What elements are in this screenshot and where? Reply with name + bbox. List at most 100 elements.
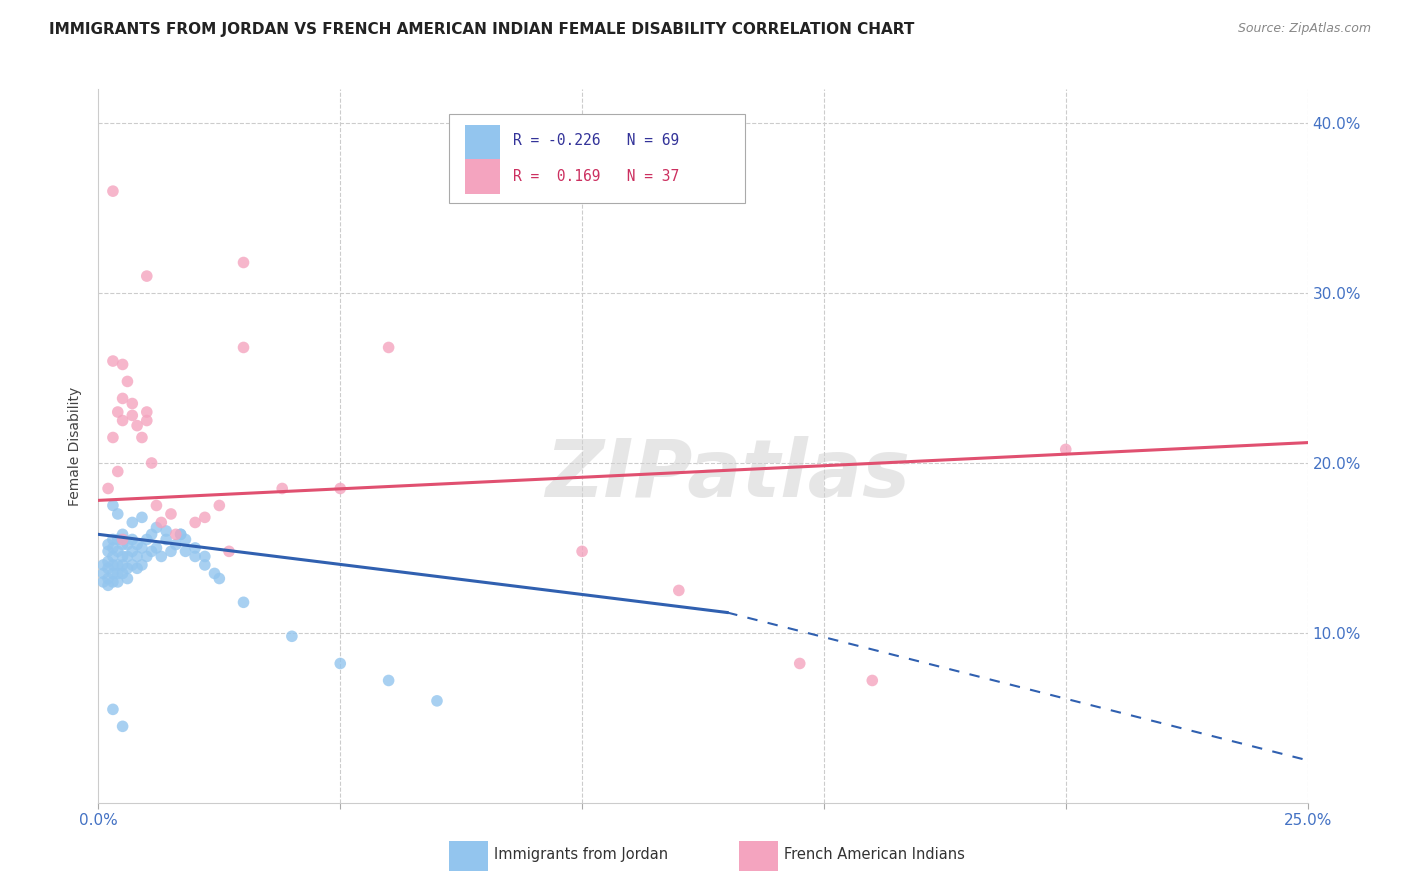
Point: [131, 430, 153, 444]
Point: [101, 549, 124, 564]
Point: [111, 392, 134, 406]
Point: [101, 566, 124, 581]
Point: [91, 574, 114, 589]
Point: [169, 527, 191, 541]
Point: [165, 527, 187, 541]
Point: [668, 583, 690, 598]
Point: [135, 413, 157, 427]
Point: [117, 561, 139, 575]
Point: [101, 702, 124, 716]
Point: [117, 537, 139, 551]
Point: [111, 558, 134, 572]
Point: [107, 507, 129, 521]
Point: [121, 409, 143, 423]
Point: [127, 418, 149, 433]
Point: [232, 341, 254, 355]
FancyBboxPatch shape: [449, 114, 745, 203]
Point: [111, 549, 134, 564]
Point: [101, 533, 124, 547]
Point: [271, 482, 294, 496]
Y-axis label: Female Disability: Female Disability: [69, 386, 83, 506]
Point: [208, 572, 231, 586]
Point: [377, 341, 399, 355]
Point: [121, 533, 143, 547]
Point: [111, 537, 134, 551]
Point: [101, 430, 124, 444]
Point: [111, 533, 134, 547]
Point: [101, 354, 124, 368]
Point: [232, 595, 254, 609]
Point: [208, 499, 231, 513]
Text: R = -0.226   N = 69: R = -0.226 N = 69: [513, 133, 679, 148]
Point: [97, 561, 120, 575]
Point: [97, 537, 120, 551]
Point: [145, 520, 167, 534]
Point: [127, 537, 149, 551]
Point: [101, 558, 124, 572]
Text: IMMIGRANTS FROM JORDAN VS FRENCH AMERICAN INDIAN FEMALE DISABILITY CORRELATION C: IMMIGRANTS FROM JORDAN VS FRENCH AMERICA…: [49, 22, 914, 37]
Point: [184, 549, 207, 564]
Point: [131, 541, 153, 555]
Point: [184, 541, 207, 555]
Point: [131, 558, 153, 572]
Point: [107, 544, 129, 558]
Point: [194, 549, 217, 564]
Point: [97, 578, 120, 592]
Point: [135, 269, 157, 284]
Point: [127, 549, 149, 564]
Point: [97, 544, 120, 558]
Point: [184, 516, 207, 530]
Point: [107, 405, 129, 419]
Point: [135, 533, 157, 547]
Point: [155, 524, 177, 538]
Point: [127, 561, 149, 575]
Point: [121, 544, 143, 558]
Point: [145, 541, 167, 555]
Text: ZIPatlas: ZIPatlas: [544, 435, 910, 514]
Point: [160, 507, 183, 521]
Point: [91, 558, 114, 572]
Point: [117, 572, 139, 586]
Point: [145, 499, 167, 513]
Point: [329, 657, 352, 671]
Point: [141, 544, 163, 558]
Point: [97, 555, 120, 569]
Point: [111, 527, 134, 541]
Point: [194, 558, 217, 572]
Point: [101, 541, 124, 555]
Point: [150, 549, 173, 564]
Text: Immigrants from Jordan: Immigrants from Jordan: [494, 847, 668, 863]
Point: [101, 184, 124, 198]
FancyBboxPatch shape: [740, 840, 778, 871]
Point: [91, 566, 114, 581]
Point: [107, 574, 129, 589]
FancyBboxPatch shape: [465, 125, 501, 160]
Point: [97, 572, 120, 586]
Point: [135, 549, 157, 564]
Point: [111, 719, 134, 733]
Point: [141, 527, 163, 541]
FancyBboxPatch shape: [465, 159, 501, 194]
Point: [377, 673, 399, 688]
Point: [174, 533, 197, 547]
Point: [204, 566, 226, 581]
Point: [860, 673, 883, 688]
Point: [111, 413, 134, 427]
Point: [155, 533, 177, 547]
Point: [121, 396, 143, 410]
Point: [218, 544, 240, 558]
Point: [571, 544, 593, 558]
Point: [135, 405, 157, 419]
Point: [1054, 442, 1077, 457]
Point: [117, 549, 139, 564]
Point: [150, 516, 173, 530]
Point: [281, 629, 304, 643]
Point: [101, 499, 124, 513]
Point: [107, 558, 129, 572]
Text: French American Indians: French American Indians: [785, 847, 965, 863]
Point: [107, 465, 129, 479]
Point: [131, 510, 153, 524]
Point: [789, 657, 811, 671]
Point: [329, 482, 352, 496]
Text: R =  0.169   N = 37: R = 0.169 N = 37: [513, 169, 679, 184]
